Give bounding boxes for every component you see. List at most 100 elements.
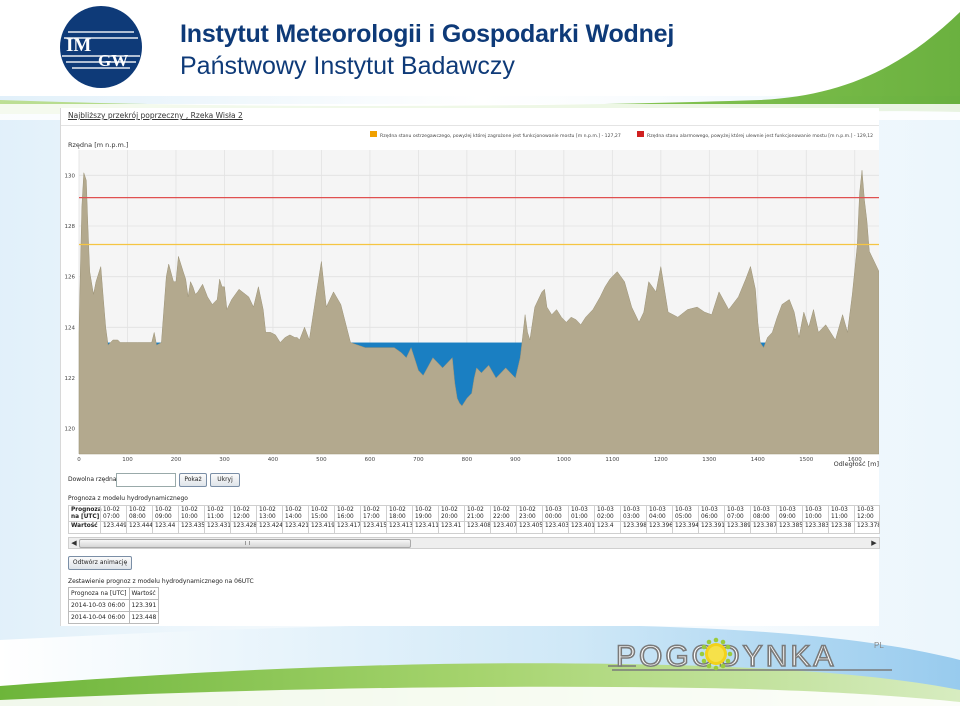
forecast-column: 10-03 08:00 123.387 [750,506,777,533]
forecast-date: 10-02 [129,507,146,513]
forecast-value: 123.417 [337,523,361,529]
x-tick-label: 500 [316,457,327,463]
forecast-date: 10-02 [181,507,198,513]
forecast-date: 10-03 [805,507,822,513]
scroll-right-icon[interactable]: ▶ [871,539,877,547]
summary-value: 123.448 [128,611,160,624]
x-axis-label: Odległość [m] [834,460,879,468]
legend-warning-label: Rzędna stanu ostrzegawczego, powyżej któ… [380,132,621,139]
forecast-time: 21:00 [467,514,484,520]
forecast-value: 123.407 [493,523,517,529]
forecast-time: 00:00 [545,514,562,520]
x-tick-label: 800 [462,457,473,463]
forecast-value: 123.401 [571,523,595,529]
forecast-column: 10-03 00:00 123.403 [542,506,569,533]
forecast-time: 12:00 [857,514,874,520]
x-tick-label: 1600 [848,457,862,463]
forecast-value: 123.415 [363,523,387,529]
forecast-time: 11:00 [207,514,224,520]
forecast-date: 10-02 [337,507,354,513]
forecast-time: 13:00 [259,514,276,520]
forecast-column: 10-03 03:00 123.398 [620,506,647,533]
divider [61,125,879,126]
forecast-date: 10-03 [753,507,770,513]
summary-head-value: Wartość [128,587,160,600]
forecast-column: 10-02 07:00 123.449 [100,506,127,533]
forecast-table: Prognoza na [UTC] Wartość 10-02 07:00 123.… [68,505,880,534]
forecast-column: 10-03 01:00 123.401 [568,506,595,533]
summary-time: 2014-10-03 06:00 [68,599,130,612]
forecast-time: 23:00 [519,514,536,520]
forecast-head-line2: na [UTC] [71,514,100,520]
forecast-time: 06:00 [701,514,718,520]
x-tick-label: 400 [268,457,279,463]
forecast-time: 03:00 [623,514,640,520]
forecast-time: 09:00 [779,514,796,520]
play-animation-button[interactable]: Odtwórz animację [68,556,132,570]
show-button[interactable]: Pokaż [179,473,207,487]
level-label: Dowolna rzędna [68,476,117,483]
forecast-date: 10-03 [701,507,718,513]
forecast-value: 123.435 [181,523,205,529]
chart-legend: Rzędna stanu ostrzegawczego, powyżej któ… [370,131,873,139]
forecast-column: 10-02 13:00 123.424 [256,506,283,533]
imgw-logo: IM GW [60,6,142,88]
forecast-head-line1: Prognoza [71,507,102,513]
y-tick-label: 124 [65,325,76,331]
forecast-value: 123.41 [441,523,462,529]
scroll-thumb[interactable] [79,539,411,548]
forecast-value: 123.38 [831,523,852,529]
forecast-value: 123.444 [129,523,153,529]
forecast-column: 10-03 07:00 123.389 [724,506,751,533]
forecast-value: 123.396 [649,523,673,529]
org-subtitle: Państwowy Instytut Badawczy [180,52,515,80]
y-tick-label: 128 [65,224,76,230]
table-row: 2014-10-03 06:00 123.391 [68,599,160,612]
forecast-column: 10-02 23:00 123.405 [516,506,543,533]
forecast-time: 05:00 [675,514,692,520]
forecast-column: 10-03 10:00 123.383 [802,506,829,533]
forecast-column: 10-02 08:00 123.444 [126,506,153,533]
forecast-value: 123.419 [311,523,335,529]
forecast-column: 10-03 02:00 123.4 [594,506,621,533]
forecast-time: 08:00 [753,514,770,520]
forecast-time: 07:00 [103,514,120,520]
forecast-value: 123.431 [207,523,231,529]
forecast-value-label: Wartość [71,523,98,529]
x-tick-label: 1500 [799,457,813,463]
pogodynka-logo: POGODYNKA PL [608,637,892,674]
grip-icon [245,541,250,545]
forecast-time: 02:00 [597,514,614,520]
summary-title: Zestawienie prognoz z modelu hydrodynami… [68,578,254,585]
x-tick-label: 300 [219,457,230,463]
org-title: Instytut Meteorologii i Gospodarki Wodne… [180,20,675,48]
forecast-time: 18:00 [389,514,406,520]
hide-button[interactable]: Ukryj [210,473,240,487]
forecast-date: 10-03 [675,507,692,513]
sun-icon [699,637,733,671]
forecast-value: 123.408 [467,523,491,529]
forecast-date: 10-02 [311,507,328,513]
forecast-column: 10-02 09:00 123.44 [152,506,179,533]
legend-alarm-label: Rzędna stanu alarmowego, powyżej której … [647,132,873,139]
x-tick-label: 700 [413,457,424,463]
forecast-value: 123.391 [701,523,725,529]
forecast-date: 10-02 [207,507,224,513]
forecast-value: 123.383 [805,523,829,529]
scroll-left-icon[interactable]: ◀ [71,539,77,547]
forecast-date: 10-02 [467,507,484,513]
forecast-scrollbar[interactable]: ◀ ▶ [68,537,880,549]
forecast-time: 04:00 [649,514,666,520]
forecast-value: 123.387 [753,523,777,529]
level-input[interactable] [116,473,176,487]
panel-title[interactable]: Najbliższy przekrój poprzeczny , Rzeka W… [68,111,243,120]
forecast-date: 10-03 [857,507,874,513]
forecast-time: 01:00 [571,514,588,520]
summary-header-row: Prognoza na [UTC] Wartość [68,587,160,600]
forecast-date: 10-02 [441,507,458,513]
forecast-date: 10-02 [389,507,406,513]
forecast-time: 08:00 [129,514,146,520]
forecast-column: 10-02 11:00 123.431 [204,506,231,533]
forecast-time: 10:00 [181,514,198,520]
forecast-time: 09:00 [155,514,172,520]
